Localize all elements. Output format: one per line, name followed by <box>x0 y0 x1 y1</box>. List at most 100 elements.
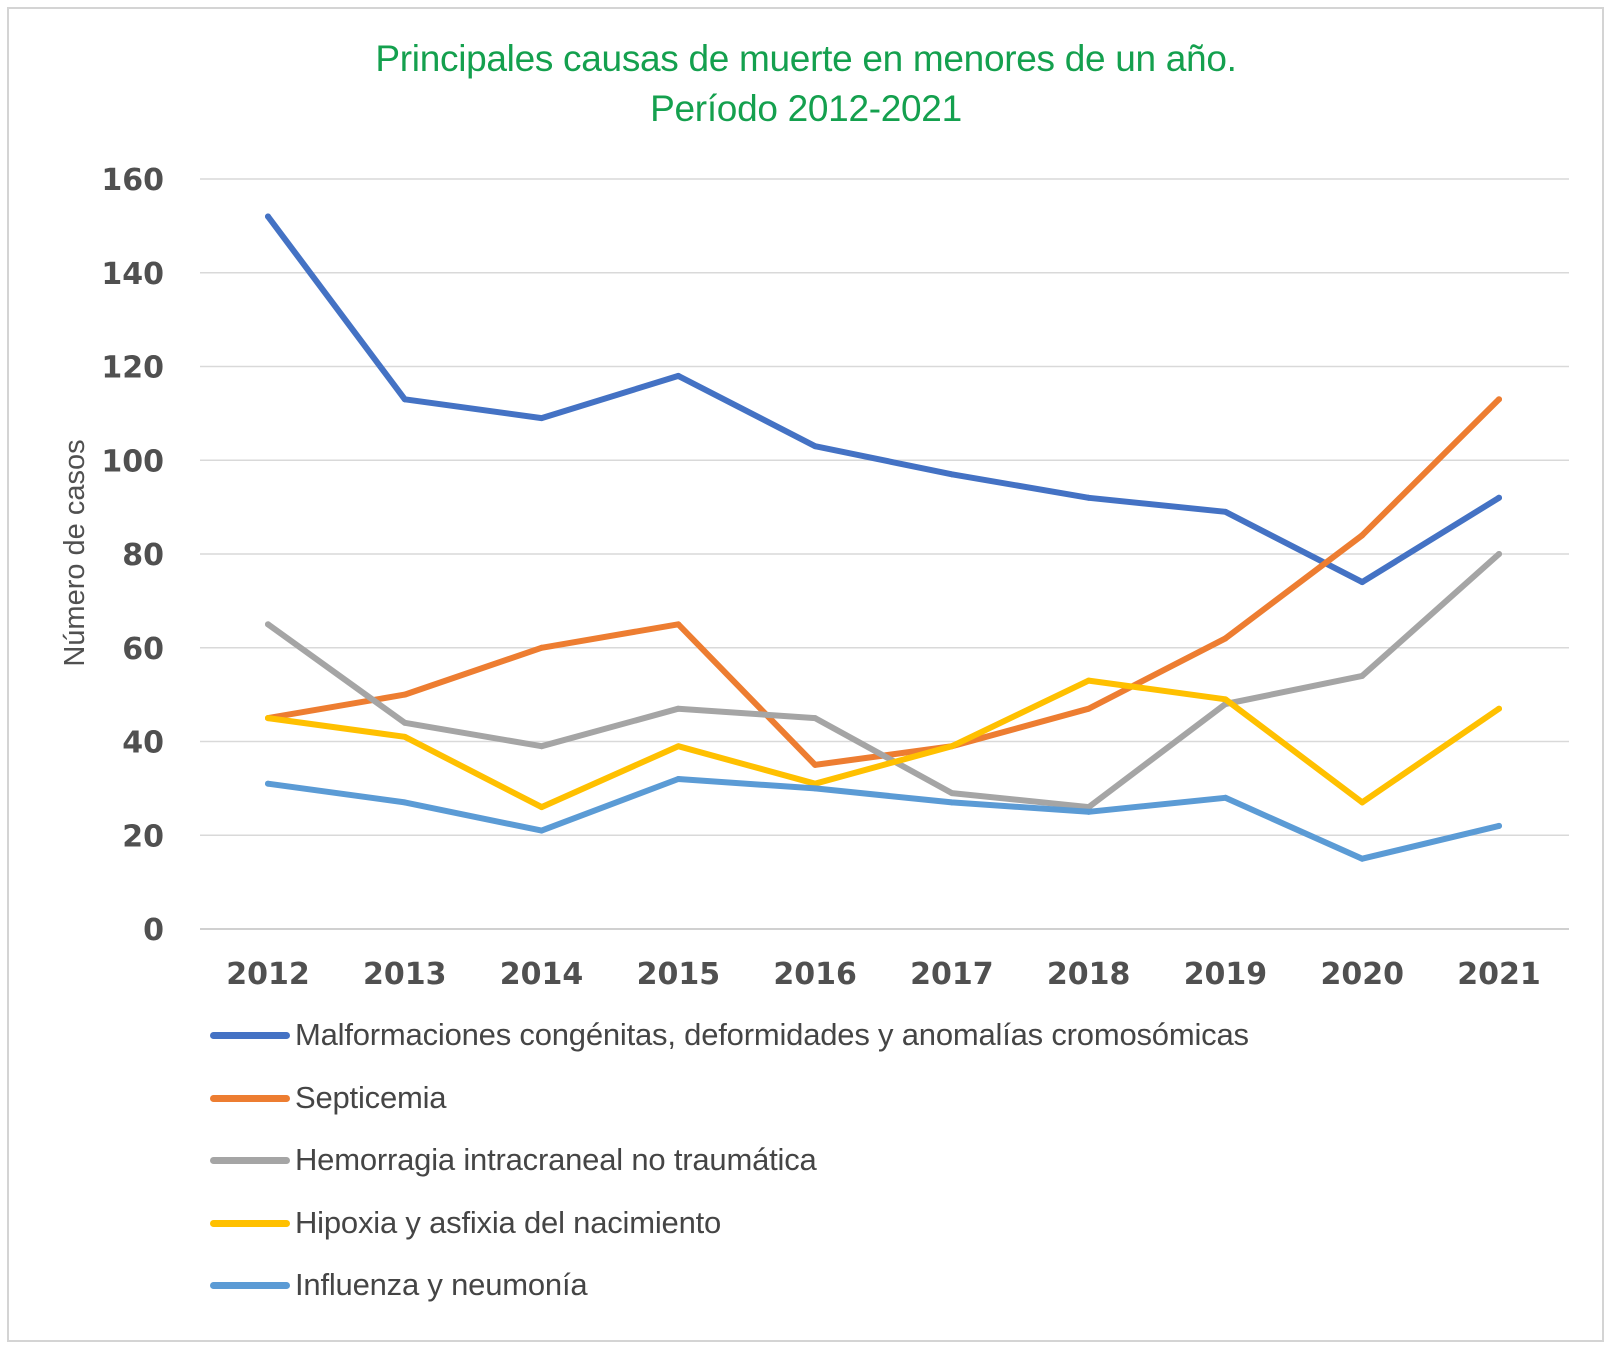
data-point <box>1222 696 1229 703</box>
data-point <box>812 715 819 722</box>
data-point <box>1359 799 1366 806</box>
data-point <box>948 790 955 797</box>
series-line <box>265 776 1502 862</box>
data-point <box>675 705 682 712</box>
data-point <box>1085 677 1092 684</box>
data-point <box>1359 532 1366 539</box>
data-point <box>948 799 955 806</box>
gridlines <box>200 178 1569 930</box>
data-point <box>265 621 271 628</box>
data-point <box>538 827 545 834</box>
x-tick-label: 2016 <box>773 957 857 992</box>
series-line <box>265 213 1502 586</box>
legend-swatch-icon <box>210 1031 290 1039</box>
data-point <box>1496 822 1502 829</box>
x-axis-ticks: 2012 2013 2014 2015 2016 2017 2018 2019 2020 2021 <box>226 957 1541 992</box>
y-tick-label: 160 <box>101 163 164 198</box>
y-tick-label: 40 <box>122 726 164 761</box>
series-line <box>265 396 1502 768</box>
data-point <box>675 743 682 750</box>
data-point <box>401 396 408 403</box>
y-tick-label: 120 <box>101 351 164 386</box>
chart-title: Principales causas de muerte en menores … <box>375 38 1237 79</box>
x-tick-label: 2015 <box>637 957 721 992</box>
x-tick-label: 2020 <box>1320 957 1404 992</box>
data-point <box>948 471 955 478</box>
x-tick-label: 2012 <box>226 957 310 992</box>
data-point <box>812 785 819 792</box>
legend-label: Influenza y neumonía <box>295 1267 588 1302</box>
series-5 <box>265 776 1502 862</box>
data-point <box>538 415 545 422</box>
series-line <box>265 677 1502 811</box>
data-point <box>265 780 271 787</box>
series-1 <box>265 213 1502 586</box>
data-point <box>1085 808 1092 815</box>
legend-label: Malformaciones congénitas, deformidades … <box>295 1017 1249 1052</box>
data-point <box>401 691 408 698</box>
legend-swatch-icon <box>210 1094 290 1102</box>
x-tick-label: 2019 <box>1184 957 1268 992</box>
y-tick-label: 80 <box>122 538 164 573</box>
series-3 <box>265 551 1502 811</box>
data-point <box>1496 705 1502 712</box>
legend-item: Hipoxia y asfixia del nacimiento <box>210 1203 721 1243</box>
data-point <box>1085 705 1092 712</box>
data-point <box>675 776 682 782</box>
data-point <box>1359 855 1366 862</box>
data-point <box>675 621 682 628</box>
data-point <box>1222 635 1229 642</box>
data-point <box>1222 508 1229 515</box>
chart-frame <box>7 7 1604 1342</box>
x-tick-label: 2013 <box>363 957 447 992</box>
data-point <box>538 644 545 651</box>
chart-subtitle: Período 2012-2021 <box>650 88 962 129</box>
legend-item: Septicemia <box>210 1078 447 1118</box>
data-point <box>401 719 408 726</box>
legend-item: Hemorragia intracraneal no traumática <box>210 1140 817 1180</box>
data-point <box>1222 794 1229 801</box>
y-axis-title: Número de casos <box>59 439 91 666</box>
data-point <box>1085 494 1092 501</box>
legend-label: Septicemia <box>295 1080 447 1115</box>
y-tick-label: 20 <box>122 819 164 854</box>
data-point <box>265 213 271 220</box>
data-point <box>812 443 819 450</box>
data-point <box>1496 551 1502 557</box>
legend-swatch-icon <box>210 1219 290 1227</box>
data-point <box>401 733 408 740</box>
series-4 <box>265 677 1502 811</box>
data-point <box>812 780 819 787</box>
y-tick-label: 100 <box>101 444 164 479</box>
y-axis-ticks: 0 20 40 60 80 100 120 140 160 <box>101 163 164 948</box>
data-point <box>675 372 682 379</box>
x-tick-label: 2018 <box>1047 957 1131 992</box>
legend-label: Hipoxia y asfixia del nacimiento <box>295 1205 722 1240</box>
y-tick-label: 60 <box>122 632 164 667</box>
data-point <box>401 799 408 806</box>
data-point <box>1496 494 1502 501</box>
x-tick-label: 2017 <box>910 957 994 992</box>
data-point <box>1359 579 1366 586</box>
x-tick-label: 2014 <box>500 957 584 992</box>
x-tick-label: 2021 <box>1457 957 1541 992</box>
legend-swatch-icon <box>210 1281 290 1289</box>
data-point <box>1085 804 1092 811</box>
legend-item: Malformaciones congénitas, deformidades … <box>210 1015 1249 1055</box>
legend-swatch-icon <box>210 1156 290 1164</box>
data-point <box>1496 396 1502 403</box>
y-tick-label: 0 <box>143 913 164 948</box>
series-line <box>265 551 1502 811</box>
legend-label: Hemorragia intracraneal no traumática <box>295 1142 817 1177</box>
data-point <box>538 804 545 811</box>
legend-item: Influenza y neumonía <box>210 1265 588 1305</box>
data-point <box>812 761 819 768</box>
data-point <box>265 715 271 722</box>
y-tick-label: 140 <box>101 257 164 292</box>
series-2 <box>265 396 1502 768</box>
data-point <box>948 743 955 750</box>
series-lines <box>265 213 1502 862</box>
data-point <box>1359 672 1366 679</box>
data-point <box>538 743 545 750</box>
